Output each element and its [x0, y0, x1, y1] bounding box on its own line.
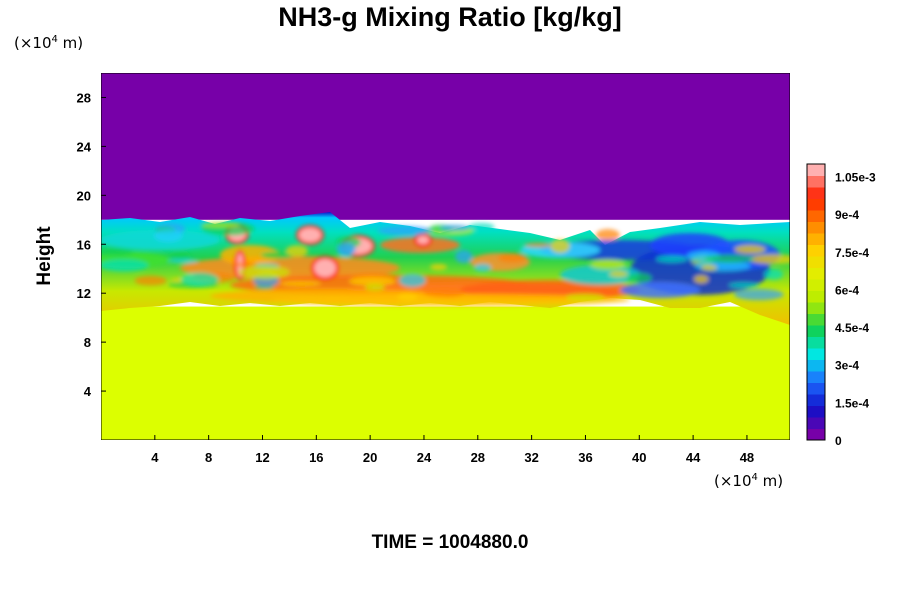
- y-tick-label: 4: [84, 384, 92, 399]
- y-tick-label: 8: [84, 335, 91, 350]
- colorbar-band: [807, 371, 825, 383]
- colorbar-frame: [806, 163, 826, 441]
- y-axis-unit: (×104 m): [14, 34, 83, 52]
- colorbar-band: [807, 210, 825, 222]
- x-axis-unit: (×104 m): [714, 472, 783, 490]
- y-unit-suffix: m): [57, 34, 84, 52]
- colorbar-tick-label: 7.5e-4: [835, 246, 869, 260]
- upper-region: [101, 73, 790, 220]
- colorbar-tick-label: 9e-4: [835, 208, 859, 222]
- colorbar-band: [807, 417, 825, 429]
- x-unit-suffix: m): [757, 472, 784, 490]
- colorbar-tick-label: 1.05e-3: [835, 171, 876, 185]
- colorbar-tick-label: 6e-4: [835, 283, 859, 297]
- y-unit-prefix: (×10: [14, 34, 52, 52]
- y-axis-label: Height: [34, 226, 55, 286]
- x-tick-label: 48: [740, 450, 754, 465]
- y-tick-label: 16: [77, 237, 91, 252]
- y-tick-label: 28: [77, 90, 91, 105]
- colorbar-band: [807, 325, 825, 337]
- colorbar-tick-label: 3e-4: [835, 359, 859, 373]
- colorbar-band: [807, 244, 825, 257]
- colorbar-band: [807, 336, 825, 349]
- colorbar-tick-label: 1.5e-4: [835, 396, 869, 410]
- x-tick-label: 16: [309, 450, 323, 465]
- colorbar-band: [807, 428, 825, 441]
- x-unit-exponent: 4: [751, 472, 758, 483]
- colorbar-band: [807, 267, 825, 280]
- lower-region: [101, 306, 790, 440]
- x-tick-label: 40: [632, 450, 646, 465]
- y-tick-label: 24: [77, 139, 92, 154]
- colorbar-band: [807, 359, 825, 372]
- colorbar-band: [807, 348, 825, 360]
- x-tick-label: 4: [151, 450, 159, 465]
- x-tick-label: 24: [417, 450, 432, 465]
- plot-area: [101, 73, 790, 440]
- colorbar-band: [807, 175, 825, 188]
- colorbar-band: [807, 394, 825, 406]
- colorbar-band: [807, 256, 825, 268]
- x-tick-label: 12: [255, 450, 269, 465]
- time-label: TIME = 1004880.0: [371, 532, 529, 553]
- colorbar: 0 1.5e-4 3e-4 4.5e-4 6e-4 7.5e-4 9e-4 1.05e-3: [806, 163, 876, 448]
- x-unit-prefix: (×10: [714, 472, 752, 490]
- x-tick-label: 36: [578, 450, 592, 465]
- chart-title: NH3-g Mixing Ratio [kg/kg]: [278, 2, 622, 32]
- y-unit-exponent: 4: [51, 34, 58, 45]
- x-tick-label: 28: [471, 450, 485, 465]
- x-tick-label: 44: [686, 450, 701, 465]
- colorbar-band: [807, 221, 825, 234]
- x-tick-label: 8: [205, 450, 212, 465]
- colorbar-band: [807, 233, 825, 245]
- colorbar-band: [807, 405, 825, 418]
- y-tick-label: 12: [77, 286, 91, 301]
- colorbar-band: [807, 279, 825, 291]
- colorbar-band: [807, 164, 825, 176]
- x-tick-label: 20: [363, 450, 377, 465]
- colorbar-band: [807, 187, 825, 199]
- colorbar-band: [807, 198, 825, 211]
- colorbar-band: [807, 313, 825, 326]
- colorbar-band: [807, 290, 825, 303]
- mixing-features: [101, 221, 790, 306]
- colorbar-tick-label: 4.5e-4: [835, 321, 869, 335]
- colorbar-band: [807, 302, 825, 314]
- x-tick-label: 32: [524, 450, 538, 465]
- y-tick-label: 20: [77, 188, 91, 203]
- colorbar-tick-label: 0: [835, 434, 842, 448]
- colorbar-band: [807, 382, 825, 395]
